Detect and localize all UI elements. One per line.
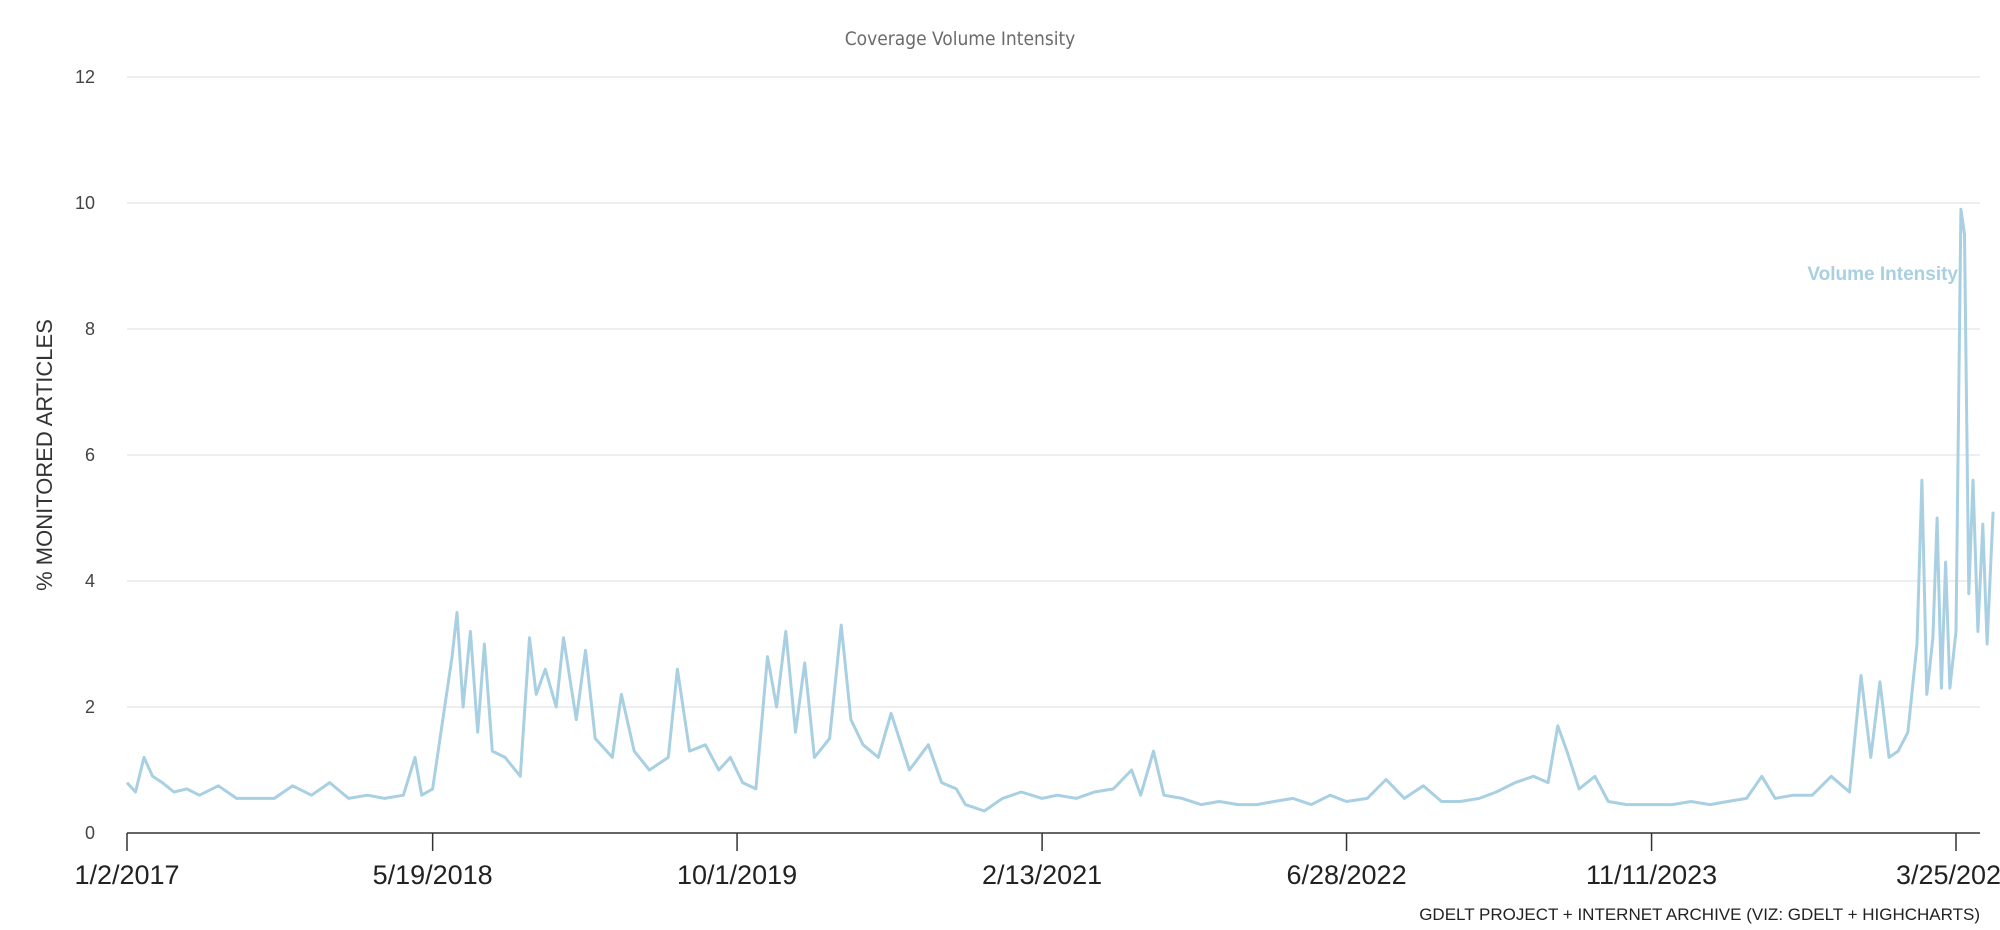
x-tick-label: 10/1/2019 <box>677 860 797 890</box>
y-tick-label: 4 <box>85 571 95 591</box>
y-tick-label: 6 <box>85 445 95 465</box>
gridlines <box>127 76 1980 708</box>
series-label-volume-intensity: Volume Intensity <box>1807 264 1958 285</box>
y-tick-label: 8 <box>85 319 95 339</box>
y-tick-label: 12 <box>75 67 95 87</box>
y-axis-ticks: 0 2 4 6 8 10 12 <box>75 67 95 843</box>
x-axis: 1/2/2017 5/19/2018 10/1/2019 2/13/2021 6/28/… <box>74 832 2000 890</box>
x-tick-label: 6/28/2022 <box>1286 860 1406 890</box>
chart-credit: GDELT PROJECT + INTERNET ARCHIVE (VIZ: G… <box>1419 905 1980 924</box>
x-tick-label: 1/2/2017 <box>74 860 179 890</box>
y-tick-label: 2 <box>85 697 95 717</box>
chart-title: Coverage Volume Intensity <box>845 28 1076 50</box>
x-tick-label: 3/25/2025 <box>1896 860 2000 890</box>
series-group <box>125 207 1995 813</box>
x-tick-label: 5/19/2018 <box>373 860 493 890</box>
x-tick-label: 11/11/2023 <box>1586 860 1717 890</box>
y-axis-label: % MONITORED ARTICLES <box>32 319 57 591</box>
y-tick-label: 0 <box>85 823 95 843</box>
series-line-volume-intensity <box>125 207 1995 813</box>
x-tick-label: 2/13/2021 <box>982 860 1102 890</box>
y-tick-label: 10 <box>75 193 95 213</box>
